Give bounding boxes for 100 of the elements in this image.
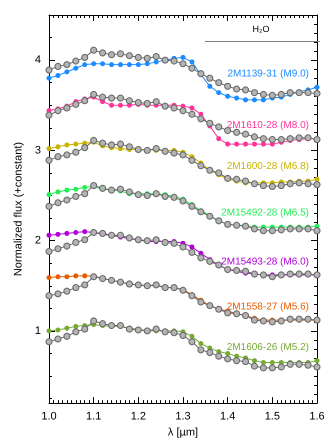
x-tick-label: 1.3 bbox=[175, 410, 191, 423]
point bbox=[64, 274, 70, 280]
point bbox=[109, 62, 114, 68]
point bbox=[46, 156, 52, 164]
point bbox=[108, 141, 116, 148]
point bbox=[197, 298, 204, 306]
point bbox=[314, 84, 320, 90]
point bbox=[126, 143, 133, 150]
point bbox=[144, 192, 151, 200]
point bbox=[234, 142, 240, 147]
point bbox=[260, 360, 266, 365]
point bbox=[82, 184, 88, 190]
point bbox=[197, 346, 204, 354]
point bbox=[286, 360, 294, 368]
point bbox=[63, 61, 70, 68]
point bbox=[250, 225, 258, 232]
x-axis-title: λ [µm] bbox=[168, 426, 198, 438]
point bbox=[90, 136, 98, 144]
point bbox=[64, 69, 70, 74]
y-tick-label: 1 bbox=[34, 324, 41, 337]
point bbox=[152, 236, 160, 244]
point bbox=[90, 46, 98, 54]
series-label: 2M1139-31 (M9.0) bbox=[227, 68, 309, 80]
point bbox=[63, 196, 70, 204]
point bbox=[82, 229, 88, 234]
point bbox=[224, 82, 232, 90]
x-tick-label: 1.0 bbox=[41, 410, 57, 423]
point bbox=[286, 135, 294, 142]
x-tick-label: 1.6 bbox=[309, 410, 325, 423]
point bbox=[225, 350, 230, 356]
point bbox=[64, 326, 70, 331]
point bbox=[260, 364, 267, 372]
point bbox=[278, 182, 285, 190]
point bbox=[180, 60, 186, 68]
point bbox=[81, 326, 88, 333]
point bbox=[260, 182, 267, 190]
point bbox=[54, 62, 62, 70]
y-axis-title: Normalized flux (+constant) bbox=[12, 142, 24, 276]
point bbox=[81, 144, 88, 152]
point bbox=[73, 66, 78, 71]
point bbox=[260, 227, 267, 234]
point bbox=[180, 151, 186, 158]
point bbox=[63, 288, 70, 295]
point bbox=[215, 123, 222, 130]
point bbox=[46, 192, 52, 198]
point bbox=[99, 94, 106, 101]
point bbox=[233, 86, 240, 93]
point bbox=[63, 104, 70, 112]
point bbox=[180, 107, 186, 114]
series-label: 2M1606-26 (M5.2) bbox=[226, 342, 309, 354]
y-tick-label: 3 bbox=[34, 144, 41, 156]
point bbox=[250, 133, 258, 140]
point bbox=[64, 188, 70, 193]
point bbox=[286, 180, 294, 188]
point bbox=[242, 178, 250, 185]
point bbox=[116, 94, 124, 102]
point bbox=[136, 62, 141, 68]
point bbox=[278, 226, 285, 234]
point bbox=[108, 94, 116, 102]
point bbox=[314, 358, 320, 364]
point bbox=[126, 52, 133, 60]
point bbox=[242, 130, 250, 138]
point bbox=[180, 54, 186, 60]
point bbox=[46, 292, 52, 300]
point bbox=[252, 358, 257, 364]
point bbox=[116, 50, 124, 58]
point bbox=[91, 61, 96, 66]
point bbox=[55, 189, 60, 194]
point bbox=[46, 232, 52, 238]
point bbox=[46, 66, 52, 74]
point bbox=[170, 58, 178, 65]
point bbox=[54, 107, 62, 114]
point bbox=[296, 134, 303, 142]
point bbox=[134, 99, 142, 106]
series-label: 2M1610-28 (M8.0) bbox=[226, 120, 309, 132]
point bbox=[189, 244, 194, 250]
point bbox=[304, 362, 312, 369]
point bbox=[54, 336, 62, 343]
point bbox=[216, 90, 222, 96]
point bbox=[268, 318, 276, 326]
point bbox=[250, 362, 258, 370]
point bbox=[81, 54, 88, 61]
point bbox=[197, 162, 204, 170]
point bbox=[233, 176, 240, 183]
series-label: 2M1558-27 (M5.6) bbox=[226, 302, 309, 313]
point bbox=[46, 76, 52, 81]
point bbox=[55, 232, 60, 237]
point bbox=[46, 202, 52, 210]
point bbox=[152, 53, 160, 60]
point bbox=[278, 90, 285, 98]
point bbox=[242, 268, 250, 275]
annotation: H₂O bbox=[252, 24, 270, 34]
point bbox=[108, 51, 116, 58]
point bbox=[189, 334, 194, 339]
point bbox=[81, 97, 88, 104]
point bbox=[90, 317, 98, 324]
point bbox=[55, 144, 60, 150]
point bbox=[270, 360, 275, 365]
point bbox=[206, 74, 214, 82]
series-label: 2M1600-28 (M6.8) bbox=[226, 160, 309, 172]
